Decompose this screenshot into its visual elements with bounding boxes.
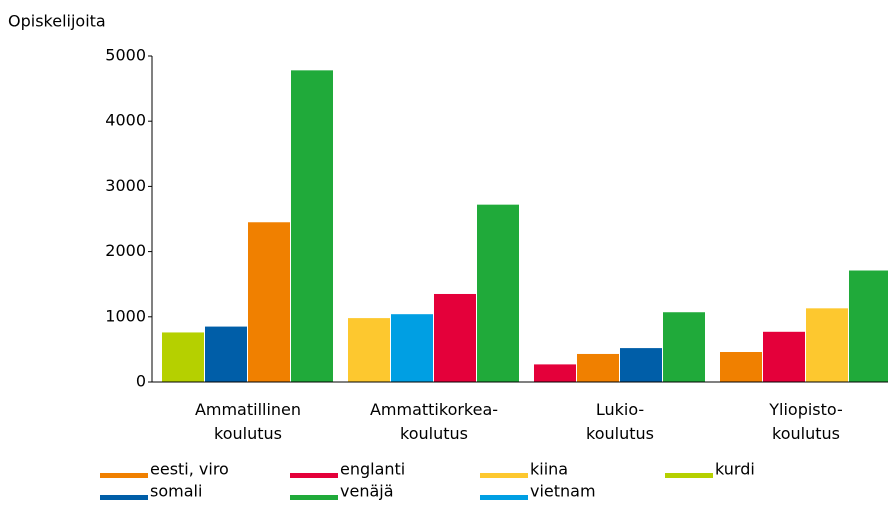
bar [720,352,762,382]
legend-swatch [290,473,338,478]
legend-label: kurdi [715,460,755,479]
bar [663,312,705,382]
bar [577,353,619,382]
bar [248,222,290,382]
legend-label: englanti [340,460,405,479]
x-tick-label: Yliopisto-koulutus [768,400,843,443]
bar [391,314,433,382]
legend-label: venäjä [340,482,394,501]
bar [620,348,662,382]
bar [205,326,247,382]
legend-label: vietnam [530,482,596,501]
legend-label: eesti, viro [150,460,229,479]
bar [849,270,888,382]
y-axis-label: Opiskelijoita [8,12,106,31]
legend-swatch [665,473,713,478]
legend-swatch [480,495,528,500]
y-tick-label: 1000 [105,306,146,325]
x-tick-label: Ammatillinen koulutus [195,400,301,443]
y-tick-label: 0 [136,372,146,391]
y-tick-label: 4000 [105,111,146,130]
bar [806,308,848,382]
x-tick-label: Lukio-koulutus [586,400,654,443]
bar [763,331,805,382]
y-tick-label: 2000 [105,241,146,260]
bar [477,204,519,382]
legend-swatch [100,495,148,500]
bar [348,318,390,382]
legend-label: somali [150,482,202,501]
x-tick-label: Ammattikorkea-koulutus [370,400,498,443]
y-tick-label: 3000 [105,176,146,195]
bar [291,70,333,383]
legend-label: kiina [530,460,568,479]
bar [534,364,576,382]
legend-swatch [480,473,528,478]
legend-swatch [100,473,148,478]
y-tick-label: 5000 [105,46,146,65]
bar [434,293,476,382]
bar [162,332,204,382]
legend-swatch [290,495,338,500]
